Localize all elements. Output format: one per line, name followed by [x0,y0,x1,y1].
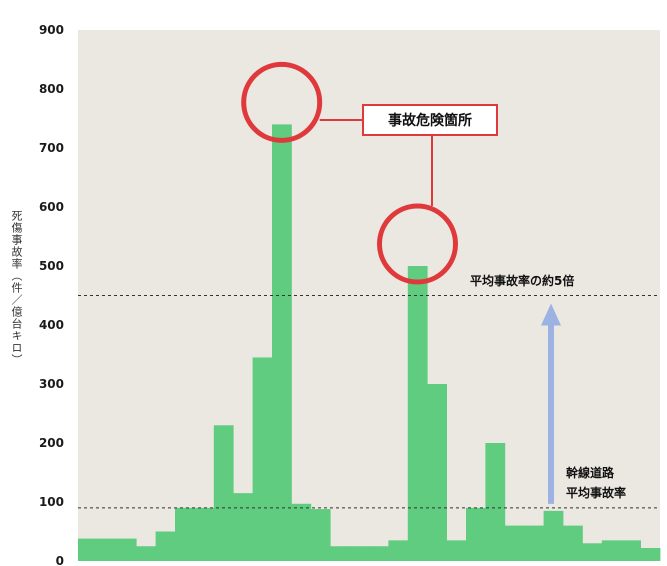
trunk-road-annotation-line2: 平均事故率 [566,486,627,500]
avg5-annotation: 平均事故率の約5倍 [470,274,575,288]
bar [466,507,486,561]
y-tick-label: 600 [39,200,64,214]
bar [136,546,156,561]
y-axis-ticks: 0 100 200 300 400 500 600 700 800 900 [39,23,64,566]
bar [563,525,583,561]
bar [116,538,137,561]
bar [446,540,467,561]
y-tick-label: 0 [56,554,64,566]
bar [272,124,292,562]
bar [213,425,234,561]
arrow [541,303,561,504]
bar [369,546,389,561]
danger-spot-callout: 事故危険箇所 [362,104,498,136]
bar [504,525,525,561]
bar [485,443,506,561]
bar [640,548,661,561]
y-tick-label: 800 [39,82,64,96]
bar [291,503,312,561]
highlight-circle [241,61,323,143]
bar [349,546,370,561]
bar [175,507,195,561]
bar [621,540,641,561]
bar [155,531,176,561]
y-tick-label: 100 [39,495,64,509]
bar [601,540,622,561]
y-tick-label: 700 [39,141,64,155]
bar [582,543,603,561]
highlight-circle [377,203,458,285]
bar [427,384,447,561]
bar [388,540,409,561]
bar [97,538,118,561]
bar [252,357,273,561]
bar [194,507,215,561]
y-axis-label: 死傷事故率（件／億台キロ） [10,210,23,366]
bar [543,510,564,561]
bar [407,266,428,561]
y-tick-label: 900 [39,23,64,37]
bar [330,546,350,561]
callouts [241,61,458,285]
bar [78,538,98,561]
bar [233,493,253,561]
bar [524,525,544,561]
arrow-head [541,303,561,326]
bars [78,124,661,562]
y-tick-label: 400 [39,318,64,332]
y-tick-label: 300 [39,377,64,391]
trunk-road-annotation-line1: 幹線道路 [566,466,615,480]
bar [310,509,331,561]
reference-lines [78,295,660,509]
y-tick-label: 500 [39,259,64,273]
y-tick-label: 200 [39,436,64,450]
